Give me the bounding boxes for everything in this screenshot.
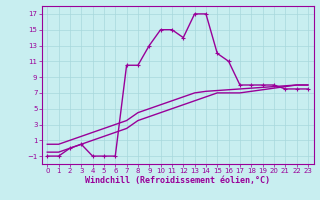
X-axis label: Windchill (Refroidissement éolien,°C): Windchill (Refroidissement éolien,°C) [85, 176, 270, 185]
